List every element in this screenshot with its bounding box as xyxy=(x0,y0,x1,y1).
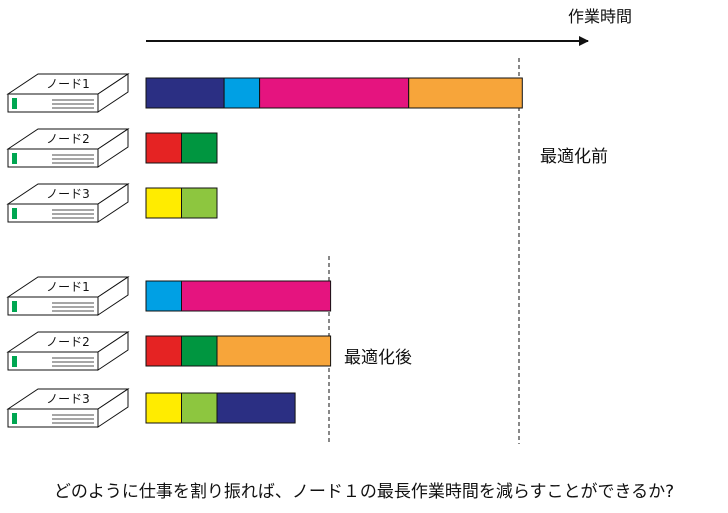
server-led-icon xyxy=(12,301,17,312)
node-label: ノード1 xyxy=(46,280,90,294)
server-node-before-2: ノード2 xyxy=(6,128,130,168)
server-led-icon xyxy=(12,153,17,164)
task-bar-after-node-3 xyxy=(145,392,296,424)
server-node-before-1: ノード1 xyxy=(6,73,130,113)
task-block-green xyxy=(181,335,218,367)
server-led-icon xyxy=(12,98,17,109)
task-block-navy xyxy=(216,392,296,424)
node-label: ノード1 xyxy=(46,77,90,91)
after-optimization-label: 最適化後 xyxy=(344,348,412,368)
node-label: ノード3 xyxy=(46,392,90,406)
node-label: ノード2 xyxy=(46,335,90,349)
task-bar-before-node-1 xyxy=(145,77,523,109)
task-block-lime xyxy=(181,392,218,424)
task-block-navy xyxy=(145,77,225,109)
task-block-magenta xyxy=(181,280,332,312)
node-label: ノード3 xyxy=(46,187,90,201)
server-side-face xyxy=(97,73,129,113)
server-side-face xyxy=(97,388,129,428)
server-front-face xyxy=(7,408,99,428)
task-block-red xyxy=(145,132,182,164)
task-bar-before-node-2 xyxy=(145,132,218,164)
server-front-face xyxy=(7,148,99,168)
before-optimization-label: 最適化前 xyxy=(540,147,608,167)
server-front-face xyxy=(7,203,99,223)
task-block-lime xyxy=(181,187,218,219)
server-front-face xyxy=(7,351,99,371)
question-text: どのように仕事を割り振れば、ノード１の最長作業時間を減らすことができるか? xyxy=(54,482,674,502)
server-side-face xyxy=(97,331,129,371)
server-side-face xyxy=(97,183,129,223)
task-block-blue xyxy=(145,280,182,312)
task-block-blue xyxy=(223,77,261,109)
server-front-face xyxy=(7,93,99,113)
task-block-magenta xyxy=(259,77,410,109)
task-block-orange xyxy=(408,77,523,109)
server-led-icon xyxy=(12,208,17,219)
task-bar-after-node-2 xyxy=(145,335,332,367)
server-node-before-3: ノード3 xyxy=(6,183,130,223)
server-front-face xyxy=(7,296,99,316)
task-bar-after-node-1 xyxy=(145,280,332,312)
task-block-green xyxy=(181,132,218,164)
server-led-icon xyxy=(12,413,17,424)
server-side-face xyxy=(97,128,129,168)
task-block-red xyxy=(145,335,182,367)
server-side-face xyxy=(97,276,129,316)
server-node-after-1: ノード1 xyxy=(6,276,130,316)
task-block-yellow xyxy=(145,187,182,219)
server-led-icon xyxy=(12,356,17,367)
task-block-orange xyxy=(216,335,332,367)
server-node-after-3: ノード3 xyxy=(6,388,130,428)
time-axis-label: 作業時間 xyxy=(568,7,632,26)
task-bar-before-node-3 xyxy=(145,187,218,219)
node-label: ノード2 xyxy=(46,132,90,146)
server-node-after-2: ノード2 xyxy=(6,331,130,371)
task-block-yellow xyxy=(145,392,182,424)
